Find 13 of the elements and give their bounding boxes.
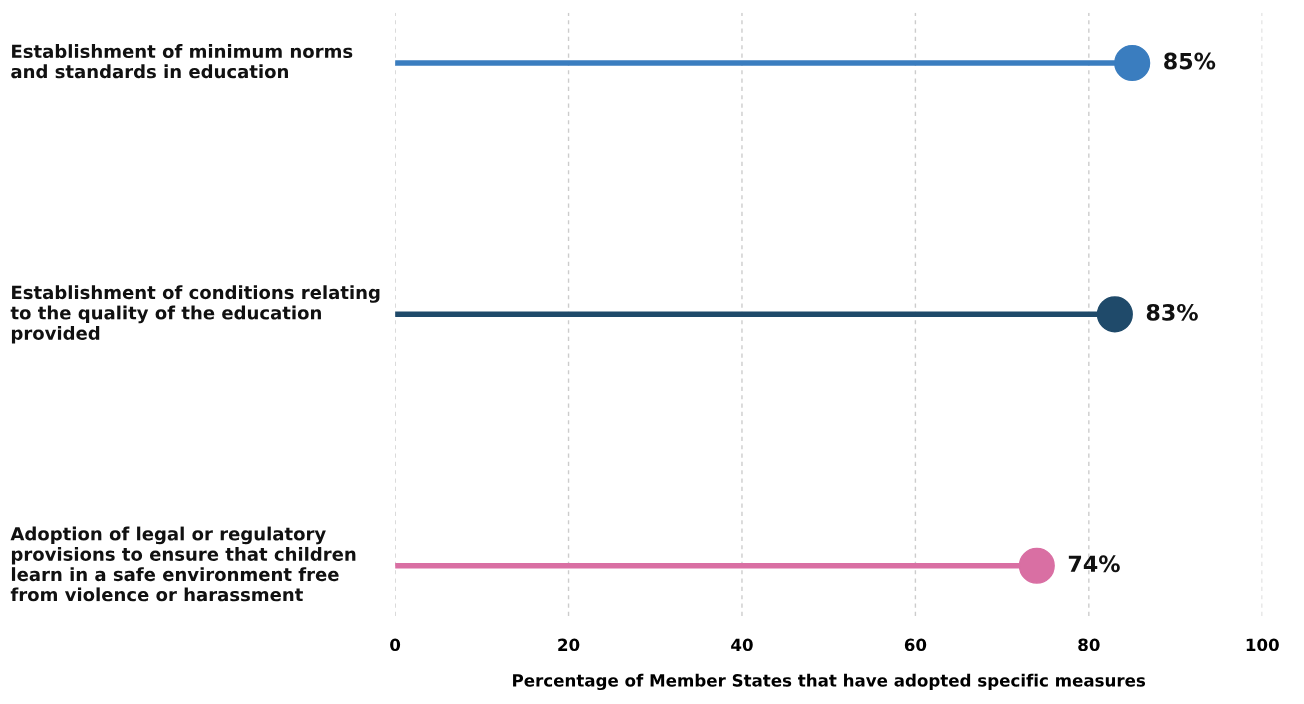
x-tick-label: 60 [904, 638, 927, 652]
y-tick-label: Establishment of conditions relating to the quality of the education provided [10, 285, 380, 344]
x-axis-title: Percentage of Member States that have adopted specific measures [513, 673, 1146, 691]
data-label: 85% [1164, 52, 1216, 70]
data-label: 83% [1146, 303, 1198, 321]
x-tick-label: 40 [731, 638, 753, 652]
x-tick-label: 80 [1078, 638, 1100, 652]
x-tick-label: 100 [1246, 638, 1279, 652]
y-tick-label: Establishment of minimum norms and standards in education [11, 44, 353, 79]
y-tick-label: Adoption of legal or regulatory provisions to ensure that children learn in a safe environment free from violence or harassment [10, 526, 356, 602]
x-tick-label: 0 [390, 638, 401, 652]
data-label: 74% [1068, 555, 1120, 573]
x-tick-label: 20 [558, 638, 580, 652]
